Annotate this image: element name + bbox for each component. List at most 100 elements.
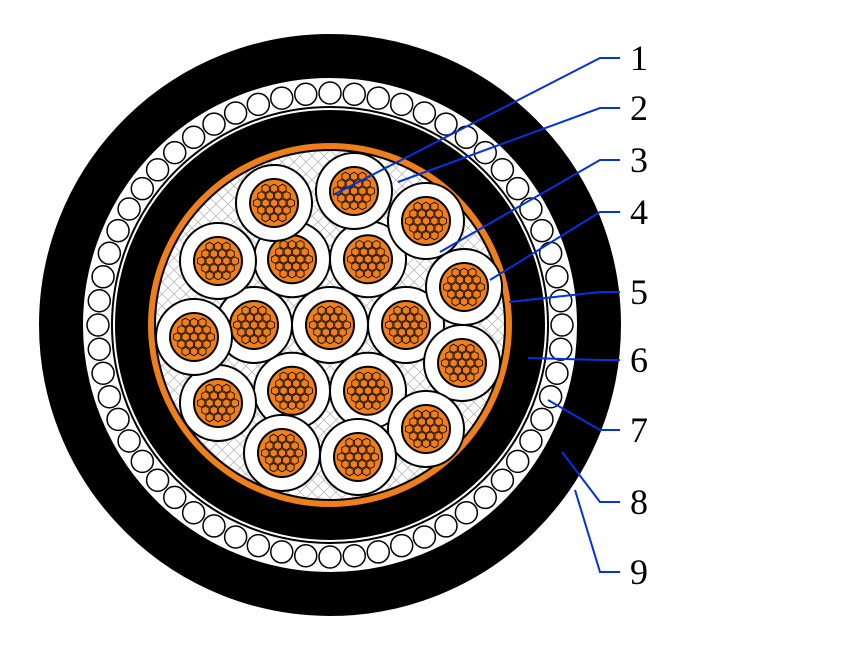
strand-hex — [206, 399, 213, 407]
strand-hex — [427, 224, 434, 232]
strand-hex — [394, 306, 401, 314]
strand-hex — [262, 213, 269, 221]
strand-hex — [469, 297, 476, 305]
strand-hex — [275, 192, 282, 200]
strand-hex — [456, 276, 463, 284]
strand-hex — [190, 318, 197, 326]
strand-hex — [373, 387, 380, 395]
strand-hex — [460, 297, 467, 305]
strand-hex — [463, 366, 470, 374]
strand-hex — [276, 394, 283, 402]
strand-hex — [297, 270, 304, 278]
armour-wire — [131, 178, 153, 200]
strand-hex — [297, 240, 304, 248]
strand-hex — [338, 453, 345, 461]
callout-label: 6 — [630, 340, 648, 380]
armour-wire — [203, 515, 225, 537]
conductor-core — [236, 165, 312, 241]
strand-hex — [431, 231, 438, 239]
strand-hex — [369, 248, 376, 256]
strand-hex — [301, 248, 308, 256]
strand-hex — [279, 184, 286, 192]
strand-hex — [381, 255, 388, 263]
strand-hex — [301, 379, 308, 387]
strand-hex — [310, 321, 317, 329]
conductor-core — [320, 419, 396, 495]
strand-hex — [410, 224, 417, 232]
strand-hex — [214, 399, 221, 407]
armour-wire — [225, 526, 247, 548]
strand-hex — [297, 387, 304, 395]
strand-hex — [465, 290, 472, 298]
strand-hex — [338, 180, 345, 188]
strand-hex — [360, 248, 367, 256]
strand-hex — [234, 321, 241, 329]
strand-hex — [314, 328, 321, 336]
strand-hex — [278, 463, 285, 471]
strand-hex — [369, 379, 376, 387]
strand-hex — [202, 392, 209, 400]
armour-wire — [546, 266, 568, 288]
strand-hex — [367, 187, 374, 195]
strand-hex — [431, 410, 438, 418]
strand-hex — [178, 326, 185, 334]
strand-hex — [297, 372, 304, 380]
strand-hex — [342, 460, 349, 468]
strand-hex — [414, 425, 421, 433]
strand-hex — [258, 206, 265, 214]
strand-hex — [288, 270, 295, 278]
strand-hex — [318, 321, 325, 329]
strand-hex — [359, 446, 366, 454]
strand-hex — [346, 467, 353, 475]
strand-hex — [407, 314, 414, 322]
strand-hex — [360, 394, 367, 402]
strand-hex — [326, 335, 333, 343]
strand-hex — [422, 425, 429, 433]
strand-hex — [270, 213, 277, 221]
strand-hex — [352, 394, 359, 402]
conductor-core — [316, 153, 392, 229]
strand-hex — [410, 418, 417, 426]
strand-hex — [350, 460, 357, 468]
strand-hex — [360, 262, 367, 270]
strand-hex — [431, 217, 438, 225]
strand-hex — [297, 401, 304, 409]
strand-hex — [364, 401, 371, 409]
strand-hex — [259, 306, 266, 314]
strand-hex — [250, 335, 257, 343]
strand-hex — [390, 314, 397, 322]
armour-wire — [88, 290, 110, 312]
strand-hex — [359, 187, 366, 195]
strand-hex — [223, 257, 230, 265]
armour-wire — [319, 82, 341, 104]
callout-label: 5 — [630, 272, 648, 312]
strand-hex — [339, 328, 346, 336]
strand-hex — [386, 321, 393, 329]
strand-hex — [463, 352, 470, 360]
strand-hex — [364, 387, 371, 395]
strand-hex — [450, 373, 457, 381]
armour-wire — [225, 102, 247, 124]
strand-hex — [219, 406, 226, 414]
strand-hex — [450, 359, 457, 367]
armour-wire — [455, 502, 477, 524]
strand-hex — [293, 262, 300, 270]
strand-hex — [346, 438, 353, 446]
strand-hex — [439, 425, 446, 433]
armour-wire — [491, 159, 513, 181]
strand-hex — [414, 202, 421, 210]
strand-hex — [335, 335, 342, 343]
strand-hex — [301, 394, 308, 402]
strand-hex — [210, 392, 217, 400]
strand-hex — [291, 456, 298, 464]
armour-wire — [435, 113, 457, 135]
strand-hex — [448, 290, 455, 298]
strand-hex — [452, 297, 459, 305]
strand-hex — [186, 340, 193, 348]
strand-hex — [287, 199, 294, 207]
strand-hex — [214, 384, 221, 392]
strand-hex — [246, 328, 253, 336]
strand-hex — [202, 250, 209, 258]
strand-hex — [435, 210, 442, 218]
strand-hex — [206, 413, 213, 421]
